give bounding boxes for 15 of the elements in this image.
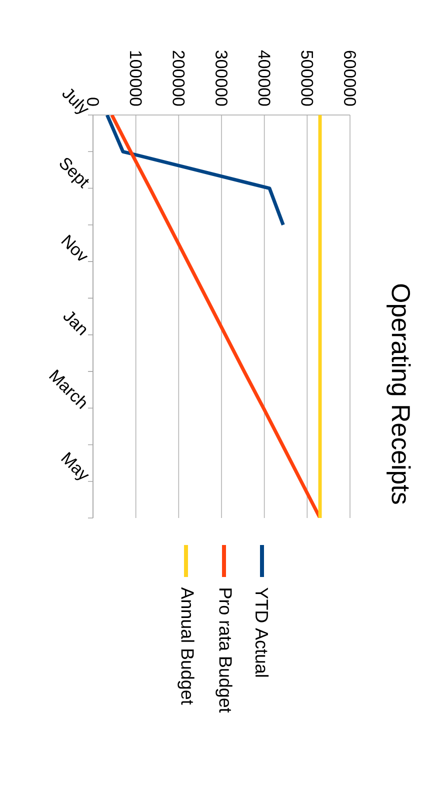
legend-label: Pro rata Budget [216,588,232,713]
x-tick-label: 0 [87,98,99,106]
y-tick-label: May [60,452,89,480]
x-tick-label: 600000 [344,50,356,106]
legend-label: YTD Actual [255,588,269,677]
legend-label: Annual Budget [178,587,194,705]
y-tick-label: Nov [61,234,88,261]
x-tick-label: 500000 [301,50,314,106]
text: Operating Receipts [386,284,411,504]
y-tick-label: Jan [64,311,86,336]
x-tick-label: 100000 [130,51,142,106]
x-tick-label: 300000 [215,50,228,106]
x-tick-label: 400000 [258,50,270,106]
x-tick-label: 200000 [172,50,185,106]
y-tick-label: July [62,88,89,114]
